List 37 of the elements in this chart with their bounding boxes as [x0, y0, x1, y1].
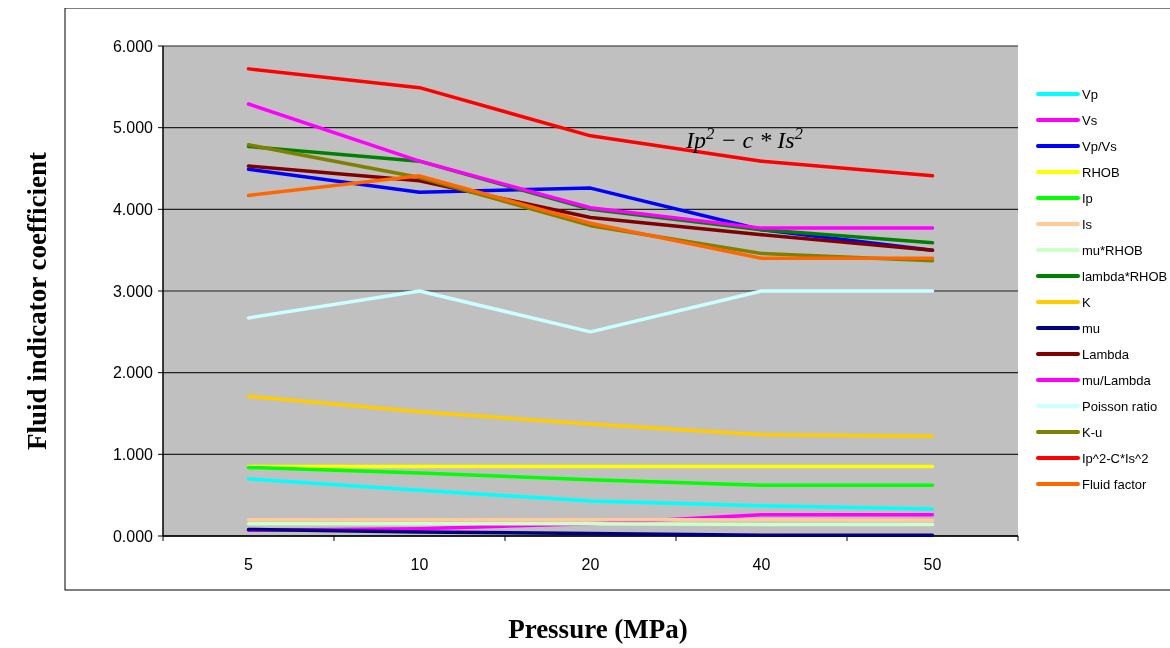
- legend-label: Poisson ratio: [1082, 398, 1158, 414]
- legend-label: mu: [1082, 320, 1101, 336]
- y-tick-label: 2.000: [112, 364, 154, 382]
- y-tick-label: 4.000: [112, 200, 154, 218]
- line-series: [246, 102, 935, 230]
- y-tick-label: 6.000: [112, 37, 154, 55]
- legend-label: Ip: [1082, 190, 1093, 206]
- legend-label: Vp/Vs: [1082, 138, 1118, 154]
- y-tick-label: 5.000: [112, 119, 154, 137]
- legend-label: Vp: [1082, 86, 1098, 102]
- legend-label: Lambda: [1082, 346, 1130, 362]
- legend-label: K-u: [1082, 424, 1103, 440]
- line-series: [246, 394, 935, 439]
- legend-label: Fluid factor: [1082, 476, 1147, 492]
- annotation: Ip$^{2}$ − c * Is$^{2}$: [685, 123, 804, 153]
- line-series: [246, 67, 935, 178]
- legend-label: K: [1082, 294, 1091, 310]
- y-tick-label: 3.000: [112, 282, 154, 300]
- legend-label: Vs: [1082, 112, 1098, 128]
- x-tick-label: 5: [244, 556, 254, 573]
- x-tick-label: 40: [752, 556, 771, 573]
- legend-label: RHOB: [1082, 164, 1120, 180]
- y-tick-label: 0.000: [112, 527, 154, 545]
- x-tick-label: 10: [410, 556, 429, 573]
- x-tick-label: 50: [923, 556, 942, 573]
- y-axis-title: Fluid indicator coefficient: [22, 152, 52, 450]
- line-series: [246, 174, 935, 261]
- line-series: [246, 465, 935, 488]
- legend-label: mu/Lambda: [1082, 372, 1152, 388]
- line-series: [246, 477, 935, 511]
- legend-label: mu*RHOB: [1082, 242, 1143, 258]
- legend-label: Ip^2-C*Is^2: [1082, 450, 1149, 466]
- legend-label: Is: [1082, 216, 1093, 232]
- x-tick-label: 20: [581, 556, 600, 573]
- legend-label: lambda*RHOB: [1082, 268, 1168, 284]
- y-tick-label: 1.000: [112, 445, 154, 463]
- x-axis-title: Pressure (MPa): [508, 614, 688, 644]
